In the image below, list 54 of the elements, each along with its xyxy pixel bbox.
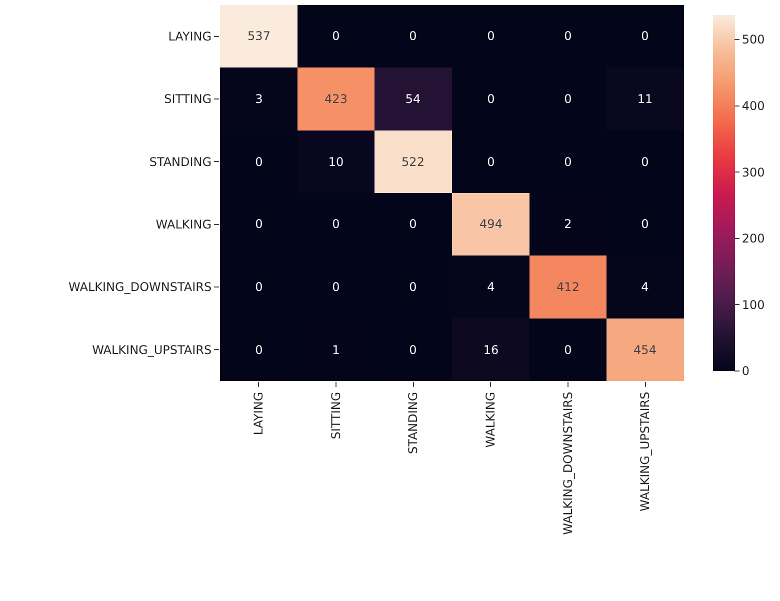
data-label: 0: [487, 155, 495, 170]
data-label: 0: [487, 29, 495, 44]
data-label: 0: [641, 217, 649, 232]
x-tick-label: WALKING_UPSTAIRS: [638, 392, 652, 512]
data-label: 494: [480, 217, 502, 232]
data-label: 522: [402, 155, 424, 170]
data-label: 0: [564, 343, 572, 358]
y-tick-label: LAYING: [168, 30, 212, 44]
color-bar-label: 400: [742, 99, 765, 114]
data-label: 412: [556, 280, 580, 294]
data-label: 0: [409, 29, 417, 44]
data-label: 0: [564, 29, 572, 44]
data-label: 0: [255, 280, 263, 294]
data-label: 537: [248, 29, 270, 44]
x-tick-label: STANDING: [406, 392, 420, 454]
x-tick-label: WALKING: [484, 392, 498, 448]
color-bar-label: 200: [742, 232, 765, 246]
data-label: 0: [255, 343, 263, 358]
y-tick-label: WALKING_UPSTAIRS: [92, 342, 212, 357]
data-label: 0: [255, 217, 263, 232]
data-label: 10: [328, 155, 344, 170]
data-label: 16: [483, 343, 499, 358]
data-label: 4: [641, 280, 649, 294]
data-label: 0: [487, 92, 495, 106]
color-bar-label: 300: [742, 165, 765, 180]
data-label: 2: [564, 217, 572, 232]
color-bar-label: 500: [742, 32, 765, 47]
data-label: 54: [405, 92, 421, 106]
color-bar-label: 100: [742, 298, 765, 312]
x-tick-label: SITTING: [328, 392, 343, 440]
data-label: 423: [324, 92, 348, 106]
data-label: 1: [332, 343, 340, 358]
data-label: 3: [255, 92, 263, 106]
y-tick-label: WALKING: [156, 218, 212, 232]
y-tick-label: STANDING: [149, 154, 212, 169]
data-label: 0: [255, 155, 263, 170]
data-label: 0: [332, 217, 340, 232]
data-label: 0: [409, 343, 417, 358]
data-label: 0: [641, 155, 649, 170]
data-label: 0: [564, 92, 572, 106]
data-label: 0: [564, 155, 572, 170]
data-label: 4: [487, 280, 495, 294]
y-tick-label: SITTING: [164, 92, 212, 106]
data-label: 0: [332, 29, 340, 44]
x-tick-label: LAYING: [252, 392, 266, 436]
color-bar-label: 0: [742, 364, 750, 378]
data-label: 11: [637, 92, 653, 106]
data-label: 0: [409, 280, 417, 294]
data-label: 454: [634, 343, 656, 358]
data-label: 0: [641, 29, 649, 44]
data-label: 0: [409, 217, 417, 232]
y-tick-label: WALKING_DOWNSTAIRS: [68, 280, 212, 294]
x-tick-label: WALKING_DOWNSTAIRS: [560, 392, 575, 535]
data-label: 0: [332, 280, 340, 294]
